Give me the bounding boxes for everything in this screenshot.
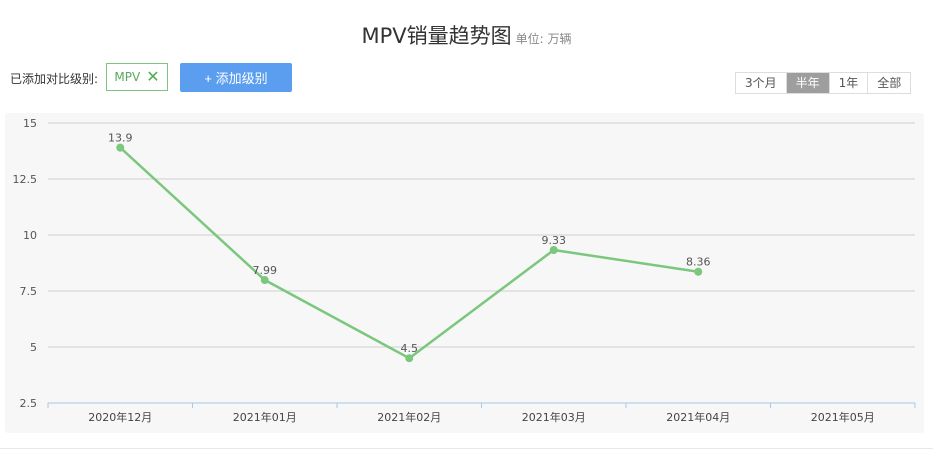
y-tick-label: 7.5 bbox=[20, 285, 38, 298]
unit-label: 单位: 万辆 bbox=[515, 32, 572, 46]
x-tick-label: 2020年12月 bbox=[88, 410, 152, 424]
range-1-year[interactable]: 1年 bbox=[828, 73, 868, 93]
data-label: 4.5 bbox=[401, 342, 419, 355]
x-tick-label: 2021年03月 bbox=[522, 410, 586, 424]
x-tick-label: 2021年05月 bbox=[811, 410, 875, 424]
data-label: 9.33 bbox=[542, 234, 567, 247]
x-tick-label: 2021年04月 bbox=[666, 410, 730, 424]
range-half-year[interactable]: 半年 bbox=[785, 73, 829, 93]
compare-tag-label: MPV bbox=[114, 70, 141, 84]
data-label: 7.99 bbox=[253, 264, 278, 277]
range-all[interactable]: 全部 bbox=[867, 73, 911, 93]
y-tick-label: 12.5 bbox=[13, 173, 38, 186]
x-tick-label: 2021年01月 bbox=[233, 410, 297, 424]
compare-label: 已添加对比级别: bbox=[10, 72, 99, 86]
data-label: 13.9 bbox=[108, 132, 133, 145]
y-tick-label: 2.5 bbox=[20, 397, 38, 410]
add-level-button[interactable]: + 添加级别 bbox=[180, 63, 292, 92]
data-point bbox=[694, 267, 703, 276]
data-point bbox=[549, 246, 558, 255]
data-point bbox=[260, 276, 269, 285]
chart-title-row: MPV销量趋势图 单位: 万辆 bbox=[0, 20, 933, 50]
range-3-months[interactable]: 3个月 bbox=[736, 73, 786, 93]
close-icon[interactable]: ✕ bbox=[146, 67, 160, 86]
chart-panel: 15 12.5 10 7.5 5 2.5 2020年12月 2021年01月 2021年02月 2… bbox=[5, 113, 924, 433]
range-selector: 3个月 半年 1年 全部 bbox=[735, 72, 912, 94]
data-point bbox=[116, 143, 125, 152]
divider bbox=[0, 448, 933, 449]
line-chart: 15 12.5 10 7.5 5 2.5 2020年12月 2021年01月 2021年02月 2… bbox=[13, 117, 916, 424]
data-point bbox=[405, 354, 414, 363]
data-label: 8.36 bbox=[686, 256, 711, 269]
compare-tag-mpv: MPV ✕ bbox=[106, 63, 168, 91]
chart-title: MPV销量趋势图 bbox=[361, 24, 512, 48]
y-tick-label: 15 bbox=[23, 117, 37, 130]
y-tick-label: 10 bbox=[23, 229, 37, 242]
x-tick-label: 2021年02月 bbox=[377, 410, 441, 424]
y-tick-label: 5 bbox=[30, 341, 37, 354]
